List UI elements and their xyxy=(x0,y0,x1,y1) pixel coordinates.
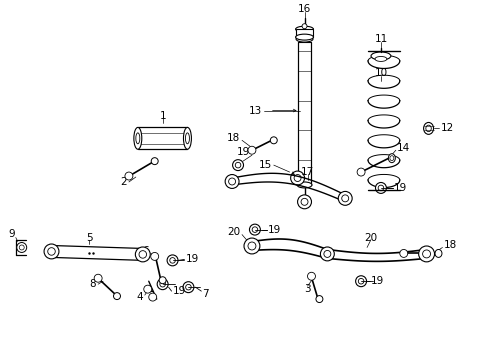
Circle shape xyxy=(247,146,255,154)
Circle shape xyxy=(143,285,151,293)
Text: 14: 14 xyxy=(396,143,409,153)
Bar xyxy=(295,29,313,37)
Circle shape xyxy=(290,171,304,185)
Ellipse shape xyxy=(370,52,390,60)
Circle shape xyxy=(399,249,407,257)
Circle shape xyxy=(297,195,311,209)
Text: 5: 5 xyxy=(86,233,92,243)
Circle shape xyxy=(249,224,260,235)
Text: 19: 19 xyxy=(172,286,185,296)
Text: 6: 6 xyxy=(142,247,148,256)
Circle shape xyxy=(418,246,434,262)
Ellipse shape xyxy=(270,137,277,144)
Circle shape xyxy=(183,282,194,293)
Text: 7: 7 xyxy=(202,289,208,299)
Text: 16: 16 xyxy=(297,4,310,14)
Ellipse shape xyxy=(425,125,430,132)
Text: 3: 3 xyxy=(304,284,310,294)
Circle shape xyxy=(185,284,191,290)
Text: 2: 2 xyxy=(120,177,127,187)
Text: 19: 19 xyxy=(185,255,198,264)
Text: 4: 4 xyxy=(136,292,142,302)
Ellipse shape xyxy=(315,296,322,302)
Circle shape xyxy=(139,251,146,258)
Ellipse shape xyxy=(185,133,189,144)
Circle shape xyxy=(358,278,363,284)
Ellipse shape xyxy=(389,156,393,161)
Circle shape xyxy=(252,227,257,233)
Text: 19: 19 xyxy=(267,225,281,235)
Text: 1: 1 xyxy=(159,112,165,121)
Circle shape xyxy=(44,244,59,259)
Text: 18: 18 xyxy=(226,133,240,143)
Circle shape xyxy=(160,282,165,287)
Circle shape xyxy=(157,279,168,290)
Text: 19: 19 xyxy=(370,276,384,286)
Ellipse shape xyxy=(136,133,140,144)
Ellipse shape xyxy=(151,158,158,165)
Circle shape xyxy=(307,272,315,280)
Circle shape xyxy=(375,183,386,193)
Circle shape xyxy=(232,159,243,171)
Ellipse shape xyxy=(374,57,386,62)
Circle shape xyxy=(341,195,348,202)
Ellipse shape xyxy=(295,26,313,32)
Circle shape xyxy=(167,255,178,266)
Circle shape xyxy=(228,178,235,185)
Circle shape xyxy=(377,185,383,191)
Circle shape xyxy=(293,175,301,181)
Circle shape xyxy=(247,242,255,250)
Text: 17: 17 xyxy=(300,167,313,177)
Text: 18: 18 xyxy=(443,240,456,251)
Text: 13: 13 xyxy=(248,105,262,116)
Ellipse shape xyxy=(423,122,433,134)
Text: 19: 19 xyxy=(236,147,249,157)
Circle shape xyxy=(338,192,351,205)
Text: 15: 15 xyxy=(258,160,271,170)
Text: 20: 20 xyxy=(226,226,240,237)
Ellipse shape xyxy=(159,277,166,284)
Text: 9: 9 xyxy=(8,229,15,239)
Circle shape xyxy=(302,24,306,29)
Ellipse shape xyxy=(387,154,394,163)
Ellipse shape xyxy=(295,34,313,40)
Circle shape xyxy=(48,248,55,255)
Bar xyxy=(298,42,310,185)
Circle shape xyxy=(356,168,365,176)
Text: 12: 12 xyxy=(440,123,453,134)
Ellipse shape xyxy=(296,36,312,42)
Ellipse shape xyxy=(113,293,120,300)
Circle shape xyxy=(320,247,334,261)
Ellipse shape xyxy=(434,249,441,257)
Ellipse shape xyxy=(183,127,191,149)
Text: 19: 19 xyxy=(393,183,406,193)
Circle shape xyxy=(301,198,307,205)
Ellipse shape xyxy=(134,127,142,149)
Circle shape xyxy=(124,172,133,180)
Text: 11: 11 xyxy=(373,34,387,44)
Circle shape xyxy=(150,252,158,260)
Circle shape xyxy=(323,251,330,257)
Text: 20: 20 xyxy=(364,233,377,243)
Circle shape xyxy=(422,250,429,258)
Circle shape xyxy=(235,162,240,168)
Circle shape xyxy=(19,245,24,250)
Circle shape xyxy=(94,274,102,282)
Text: 10: 10 xyxy=(374,68,386,78)
Circle shape xyxy=(224,175,239,188)
Text: 8: 8 xyxy=(89,279,96,289)
Ellipse shape xyxy=(297,182,311,188)
Circle shape xyxy=(148,293,156,301)
Circle shape xyxy=(244,238,259,254)
Circle shape xyxy=(169,258,175,263)
Circle shape xyxy=(17,243,27,252)
Circle shape xyxy=(135,247,150,262)
Circle shape xyxy=(355,276,366,287)
